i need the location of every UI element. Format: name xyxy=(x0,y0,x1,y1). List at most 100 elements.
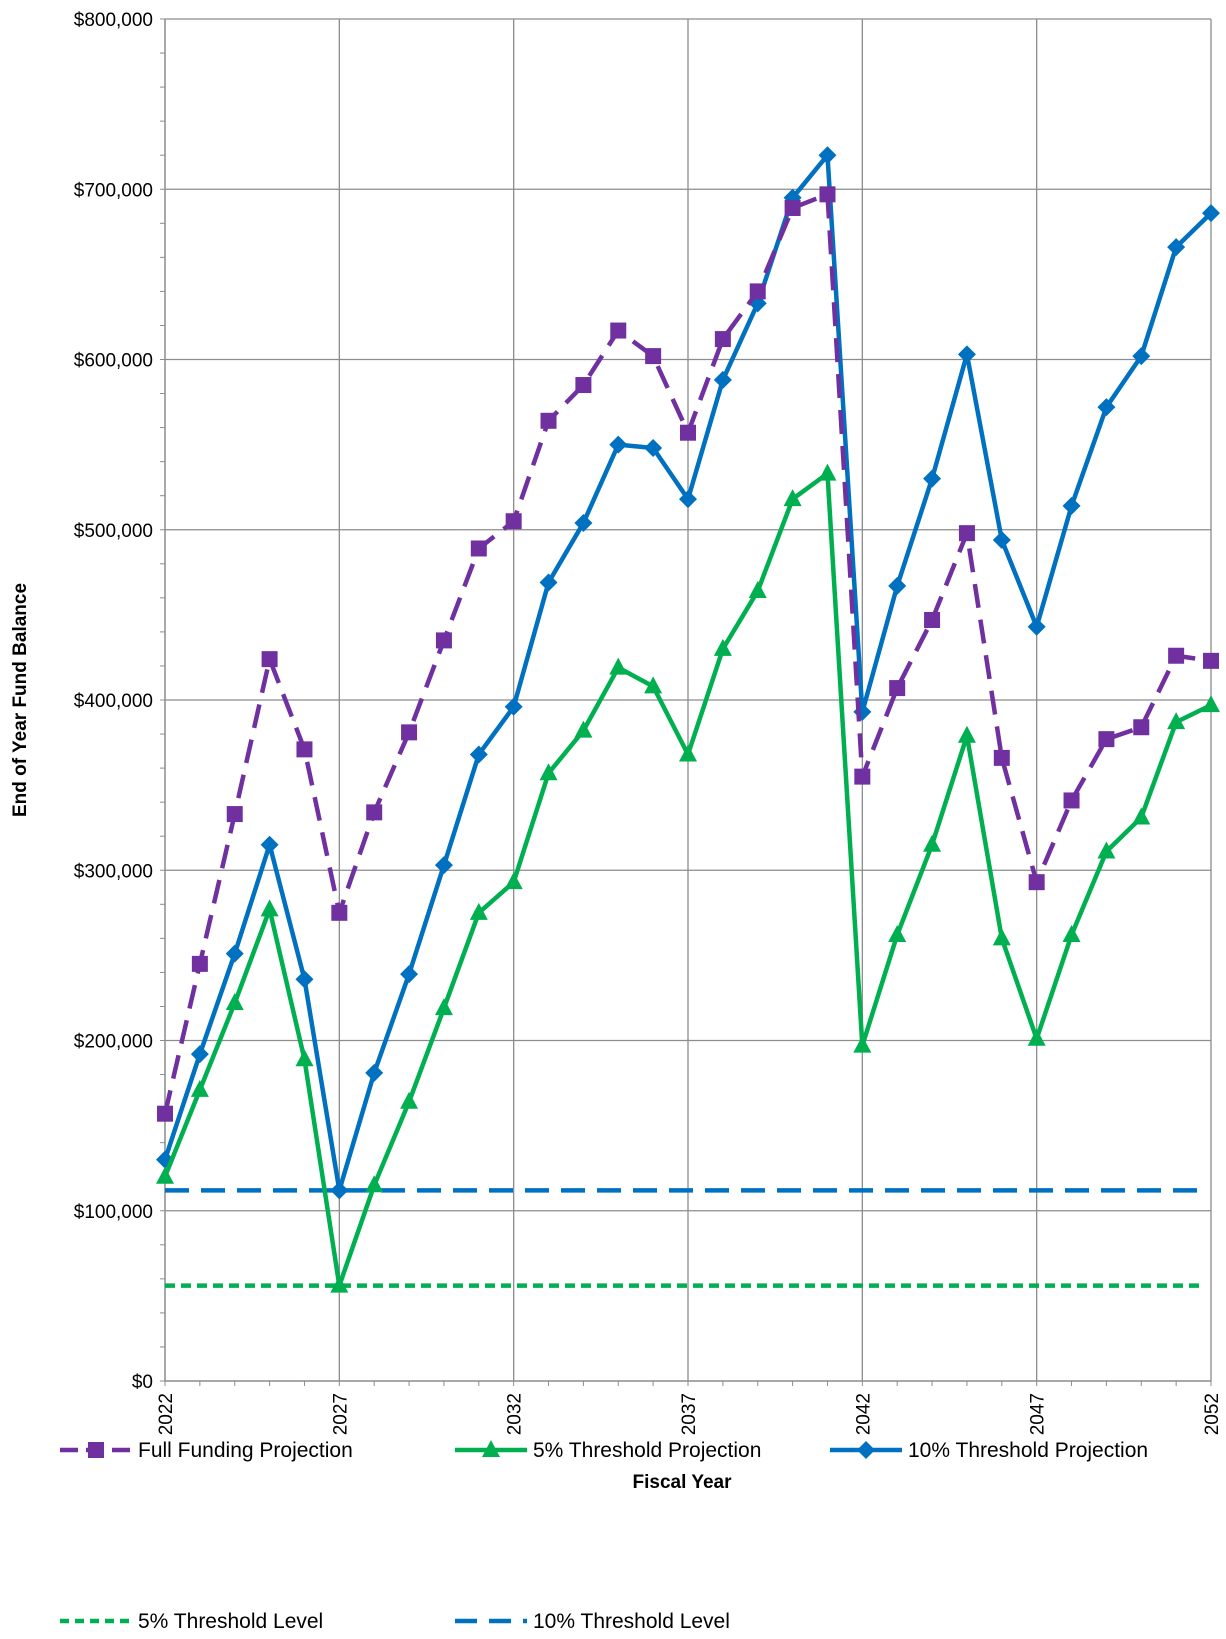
data-point xyxy=(680,424,696,441)
data-point xyxy=(818,146,837,165)
data-point xyxy=(296,741,313,758)
legend-marker xyxy=(857,1441,875,1459)
data-point xyxy=(260,899,279,917)
legend-label: Full Funding Projection xyxy=(138,1439,353,1462)
data-point xyxy=(1167,712,1186,730)
data-point xyxy=(1062,924,1081,942)
data-point xyxy=(644,676,663,694)
data-point xyxy=(260,835,279,854)
y-tick-label: $500,000 xyxy=(74,521,153,542)
data-point xyxy=(331,904,348,921)
data-point xyxy=(400,1091,419,1109)
data-point xyxy=(1063,792,1080,809)
legend-item: Full Funding Projection xyxy=(60,1439,353,1462)
legend-label: 5% Threshold Level xyxy=(138,1610,323,1633)
x-tick-label: 2032 xyxy=(505,1393,526,1435)
y-axis-title: End of Year Fund Balance xyxy=(10,583,31,817)
data-point xyxy=(330,1275,349,1293)
data-point xyxy=(157,1105,173,1122)
data-point xyxy=(818,463,837,481)
data-point xyxy=(1132,347,1151,366)
data-point xyxy=(923,469,942,488)
data-point xyxy=(644,439,663,458)
axes-layer xyxy=(160,18,1212,1386)
data-point xyxy=(365,1063,384,1082)
data-point xyxy=(1168,647,1185,664)
data-point xyxy=(434,856,453,875)
data-point xyxy=(469,902,488,920)
data-point xyxy=(853,1035,872,1053)
legend-label: 5% Threshold Projection xyxy=(533,1439,761,1462)
y-tick-label: $100,000 xyxy=(74,1202,153,1223)
data-point xyxy=(819,186,836,203)
x-tick-label: 2027 xyxy=(330,1393,351,1435)
x-tick-label: 2047 xyxy=(1028,1393,1049,1435)
data-point xyxy=(1027,1028,1046,1046)
data-point xyxy=(957,345,976,364)
series-10-threshold-projection xyxy=(156,146,1220,1200)
data-point xyxy=(889,680,906,697)
legend-label: 10% Threshold Projection xyxy=(908,1439,1148,1462)
data-point xyxy=(609,435,628,454)
data-point xyxy=(748,581,767,599)
data-point xyxy=(924,611,941,628)
data-point xyxy=(1098,731,1115,748)
x-tick-label: 2052 xyxy=(1202,1393,1223,1435)
data-point xyxy=(366,804,383,821)
data-point xyxy=(190,1079,209,1097)
data-point xyxy=(1202,695,1220,713)
data-point xyxy=(539,763,558,781)
data-point xyxy=(1062,496,1081,515)
data-point xyxy=(854,768,871,785)
series-5-threshold-projection xyxy=(156,463,1220,1293)
legend-item: 5% Threshold Projection xyxy=(455,1439,761,1462)
data-point xyxy=(225,993,244,1011)
legend-label: 10% Threshold Level xyxy=(533,1610,730,1633)
x-tick-label: 2042 xyxy=(853,1393,874,1435)
legend-item: 5% Threshold Level xyxy=(60,1610,323,1633)
data-point xyxy=(226,806,243,823)
data-point xyxy=(434,998,453,1016)
x-tick-label: 2037 xyxy=(679,1393,700,1435)
data-point xyxy=(1027,617,1046,636)
data-point xyxy=(225,944,244,963)
data-point xyxy=(539,573,558,592)
data-point xyxy=(645,348,662,365)
data-point xyxy=(435,632,452,649)
data-point xyxy=(295,1049,314,1067)
data-point xyxy=(365,1175,384,1193)
data-point xyxy=(330,1181,349,1200)
data-point xyxy=(923,834,942,852)
data-point xyxy=(504,872,523,890)
y-tick-label: $0 xyxy=(132,1372,153,1393)
data-point xyxy=(574,720,593,738)
data-point xyxy=(504,697,523,716)
data-point xyxy=(783,489,802,507)
y-tick-label: $600,000 xyxy=(74,351,153,372)
data-point xyxy=(156,1166,174,1184)
data-point xyxy=(992,928,1011,946)
data-point xyxy=(574,513,593,532)
data-point xyxy=(714,331,731,348)
legend-item: 10% Threshold Level xyxy=(455,1610,730,1633)
data-point xyxy=(1097,841,1116,859)
data-point xyxy=(190,1045,209,1064)
data-point xyxy=(1167,238,1186,257)
legend-marker xyxy=(482,1440,500,1457)
y-tick-label: $800,000 xyxy=(74,10,153,31)
legend: Full Funding Projection 5% Threshold Proj… xyxy=(60,1439,1148,1633)
data-point xyxy=(1028,874,1045,891)
data-point xyxy=(1132,807,1151,825)
data-point xyxy=(992,530,1011,549)
data-point xyxy=(1202,204,1220,223)
data-point xyxy=(713,370,732,389)
data-point xyxy=(610,322,627,339)
data-point xyxy=(1097,398,1116,417)
data-point xyxy=(1203,652,1219,669)
data-point xyxy=(679,490,697,509)
data-point xyxy=(261,651,278,668)
data-point xyxy=(958,525,975,542)
y-tick-label: $300,000 xyxy=(74,861,153,882)
data-point xyxy=(540,412,557,429)
